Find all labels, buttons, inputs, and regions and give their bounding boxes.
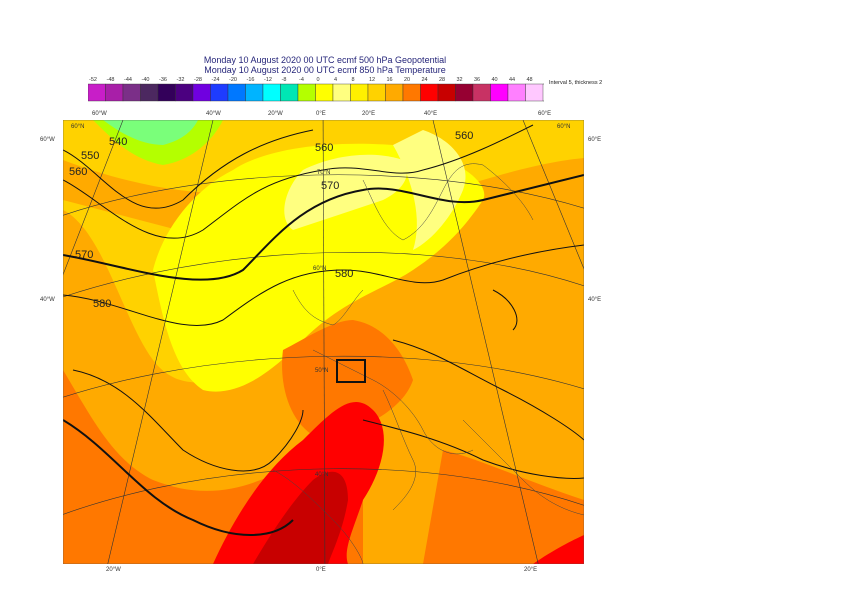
legend-swatch xyxy=(525,83,544,102)
corner-label-right: 60°N xyxy=(557,124,571,130)
legend-swatch xyxy=(490,83,509,102)
longitude-label-top: 60°E xyxy=(538,111,552,117)
legend-swatch xyxy=(402,83,421,102)
legend-tick-label: 12 xyxy=(369,77,375,83)
chart-title-line-2: Monday 10 August 2020 00 UTC ecmf 850 hP… xyxy=(204,65,446,75)
legend-tick-label: 8 xyxy=(352,77,355,83)
legend-swatch xyxy=(367,83,386,102)
legend-tick-label: -52 xyxy=(89,77,97,83)
graticule xyxy=(63,120,584,564)
legend-tick-label: -48 xyxy=(107,77,115,83)
longitude-label-top: 20°E xyxy=(362,111,376,117)
legend-swatch xyxy=(297,83,316,102)
legend-swatch xyxy=(140,83,159,102)
longitude-label-bottom: 20°E xyxy=(524,567,538,573)
legend-tick-label: -12 xyxy=(264,77,272,83)
longitude-label-top: 60°W xyxy=(92,111,107,117)
legend-swatch xyxy=(175,83,194,102)
contour-label: 550 xyxy=(81,150,100,162)
legend-swatch xyxy=(507,83,526,102)
legend-tick-label: -32 xyxy=(177,77,185,83)
legend-tick-label: 32 xyxy=(457,77,463,83)
legend-swatch xyxy=(157,83,176,102)
legend-tick-label: -28 xyxy=(194,77,202,83)
legend-tick-label: 0 xyxy=(317,77,320,83)
contour-label: 560 xyxy=(69,166,88,178)
legend-tick-label: 16 xyxy=(387,77,393,83)
legend-swatch xyxy=(472,83,491,102)
legend-tick-label: -40 xyxy=(142,77,150,83)
latitude-label: 60°N xyxy=(313,266,327,272)
temperature-field-20-24-center xyxy=(282,320,413,440)
temperature-field-28-32 xyxy=(253,471,348,564)
legend-swatch xyxy=(280,83,299,102)
temperature-field-4-8 xyxy=(284,154,407,230)
legend-swatch xyxy=(192,83,211,102)
legend-swatch xyxy=(437,83,456,102)
legend-tick-label: -4 xyxy=(299,77,304,83)
legend-tick-label: -44 xyxy=(124,77,132,83)
contour-label: 580 xyxy=(93,298,112,310)
legend-tick-label: 36 xyxy=(474,77,480,83)
corner-label-left: 60°N xyxy=(71,124,85,130)
legend-swatch xyxy=(122,83,141,102)
longitude-label-top: 40°W xyxy=(206,111,221,117)
contour-label: 570 xyxy=(321,180,340,192)
legend-swatch xyxy=(385,83,404,102)
edge-label-left: 60°W xyxy=(40,137,55,143)
temperature-field-4-8-east xyxy=(393,130,466,250)
legend-tick-label: -8 xyxy=(282,77,287,83)
contour-label: 560 xyxy=(315,142,334,154)
edge-label-left: 40°W xyxy=(40,297,55,303)
map-canvas xyxy=(62,119,585,565)
contour-label: 570 xyxy=(75,249,94,261)
legend-swatch xyxy=(262,83,281,102)
contour-label: 580 xyxy=(335,268,354,280)
legend-tick-label: -16 xyxy=(247,77,255,83)
legend-tick-label: 48 xyxy=(527,77,533,83)
legend-swatch xyxy=(455,83,474,102)
edge-label-right: 40°E xyxy=(588,297,602,303)
legend-tick-label: 44 xyxy=(509,77,515,83)
legend-swatch xyxy=(105,83,124,102)
weather-map: 540 550 560 560 570 570 580 580 560 70°N… xyxy=(62,119,585,565)
contour-label: 540 xyxy=(109,136,128,148)
latitude-label: 50°N xyxy=(315,368,329,374)
interval-note: Interval 5, thickness 2 xyxy=(549,80,603,86)
chart-title-line-1: Monday 10 August 2020 00 UTC ecmf 500 hP… xyxy=(203,55,447,65)
legend-swatch xyxy=(88,83,106,102)
temperature-field-24-28-east xyxy=(533,535,584,564)
longitude-label-top: 20°W xyxy=(268,111,283,117)
edge-label-right: 60°E xyxy=(588,137,602,143)
latitude-label: 40°N xyxy=(315,472,329,478)
temperature-field-20-24-southeast xyxy=(423,450,584,564)
legend-tick-label: -20 xyxy=(229,77,237,83)
legend-swatch xyxy=(227,83,246,102)
longitude-label-top: 0°E xyxy=(316,111,326,117)
legend-swatch xyxy=(350,83,369,102)
coastlines xyxy=(272,163,584,564)
legend-tick-label: -36 xyxy=(159,77,167,83)
legend-swatch xyxy=(420,83,439,102)
legend-tick-label: 20 xyxy=(404,77,410,83)
longitude-label-bottom: 0°E xyxy=(316,567,326,573)
latitude-label: 70°N xyxy=(317,170,331,176)
legend-swatch xyxy=(332,83,351,102)
legend-tick-label: 28 xyxy=(439,77,445,83)
geopotential-contours xyxy=(63,124,584,536)
longitude-label-top: 40°E xyxy=(424,111,438,117)
legend-swatch xyxy=(245,83,264,102)
legend-swatch xyxy=(315,83,334,102)
contour-label: 560 xyxy=(455,130,474,142)
legend-tick-label: -24 xyxy=(212,77,220,83)
legend-tick-label: 40 xyxy=(492,77,498,83)
temperature-field-cold-core xyxy=(103,120,198,145)
longitude-label-bottom: 20°W xyxy=(106,567,121,573)
region-box xyxy=(336,359,366,383)
color-legend: -52 -48 -44 -40 -36 -32 -28 -24 -20 -16 -12 -8 -4 0 4 8… xyxy=(88,77,544,102)
legend-tick-label: 4 xyxy=(334,77,337,83)
legend-swatch xyxy=(210,83,229,102)
legend-tick-label: 24 xyxy=(422,77,428,83)
